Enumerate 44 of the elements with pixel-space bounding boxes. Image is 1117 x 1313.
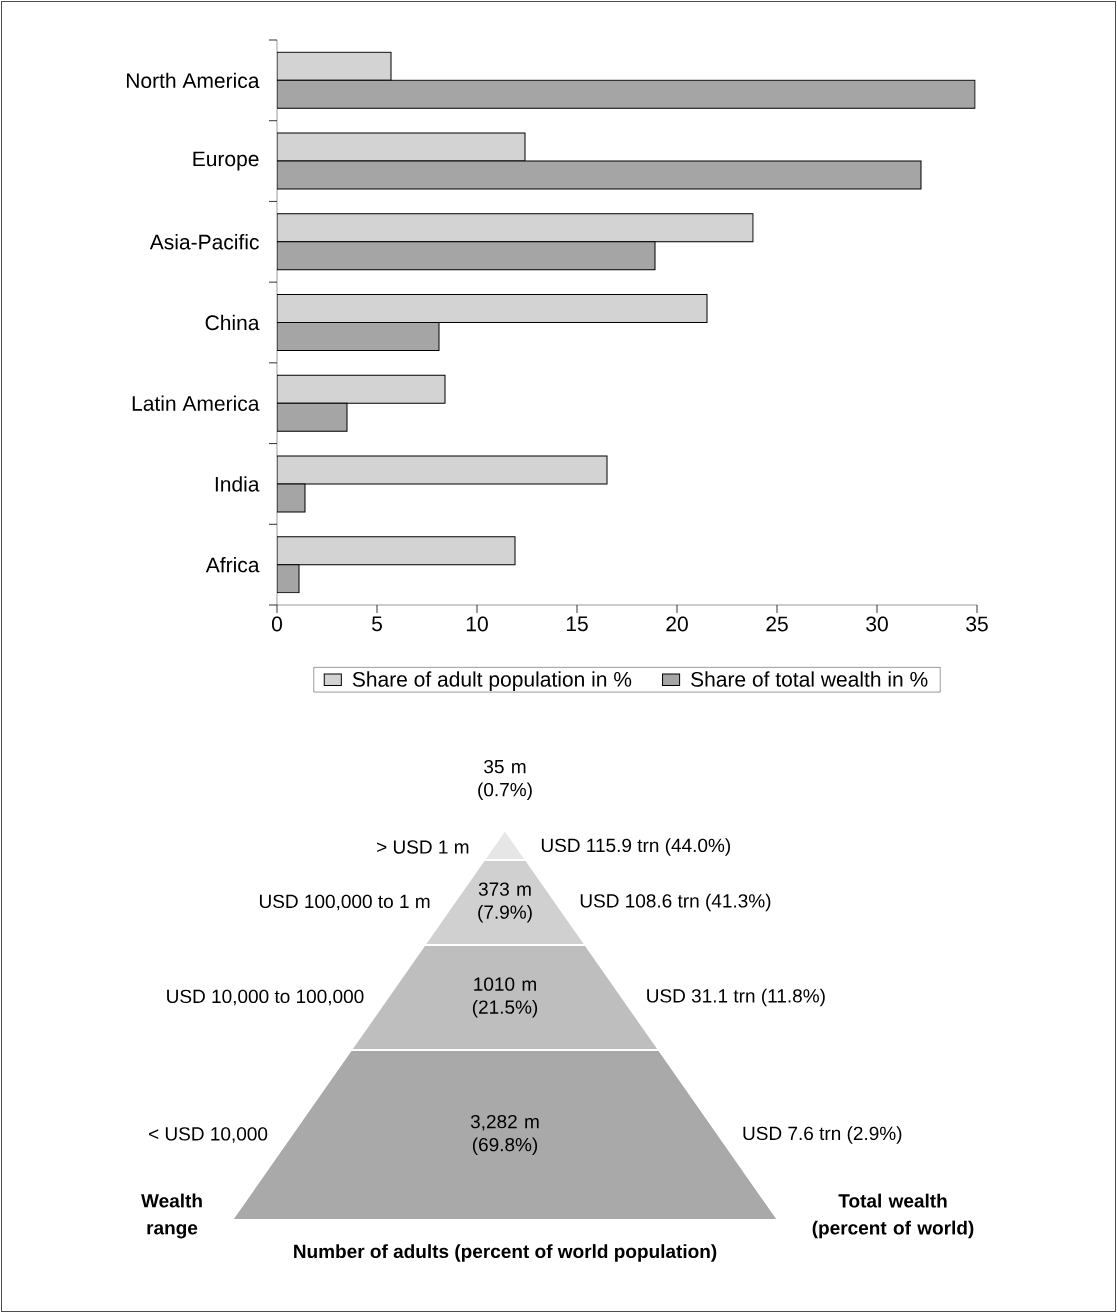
category-label: < USD 10,000 (149, 1127, 268, 1143)
category-label: > USD 1 m (377, 840, 469, 854)
data-label: 373 m (7.9%) (478, 882, 532, 923)
bar (277, 213, 754, 243)
category-label: USD 10,000 to 100,000 (167, 989, 364, 1006)
legend-label: Share of total wealth in % (691, 671, 928, 687)
y-tick-label: India (215, 476, 260, 492)
bar (277, 402, 348, 432)
data-label: USD 31.1 trn (11.8%) (647, 988, 825, 1007)
data-label: 3,282 m (69.8%) (470, 1114, 539, 1156)
x-tick-label: 15 (566, 616, 588, 632)
x-tick-label: 35 (966, 616, 988, 632)
bar (277, 374, 446, 404)
data-label: USD 115.9 trn (44.0%) (541, 838, 731, 856)
bar (277, 79, 976, 109)
x-tick-label: 5 (372, 616, 382, 632)
x-tick-label: 30 (866, 616, 888, 632)
y-tick-label: North America (126, 72, 260, 89)
text: Number of adults (percent of world population) (294, 1244, 717, 1262)
text: Total wealth (percent of world) (812, 1193, 974, 1239)
y-tick-label: Asia-Pacific (149, 234, 259, 250)
y-tick-label: Africa (205, 556, 260, 573)
category-label: USD 100,000 to 1 m (259, 894, 430, 911)
bar (277, 51, 392, 81)
y-tick-label: Latin America (132, 395, 260, 411)
bar (277, 132, 526, 162)
x-tick-label: 10 (466, 616, 488, 632)
data-label: USD 108.6 trn (41.3%) (580, 893, 771, 912)
bar (277, 455, 608, 485)
x-tick-label: 25 (766, 616, 788, 632)
data-label: 1010 m (21.5%) (472, 977, 538, 1018)
x-tick-label: 20 (666, 616, 688, 632)
data-label: 35 m (0.7%) (478, 759, 532, 801)
text: Wealth range (141, 1193, 202, 1239)
bar (277, 294, 708, 323)
x-tick-label: 0 (271, 616, 283, 632)
bar (277, 322, 440, 351)
legend-label: Share of adult population in % (352, 671, 632, 691)
bar (277, 536, 516, 566)
bar (277, 241, 656, 271)
y-tick-label: Europe (193, 151, 259, 171)
y-tick-label: China (205, 314, 260, 331)
bar (277, 160, 922, 190)
data-label: USD 7.6 trn (2.9%) (743, 1126, 902, 1144)
